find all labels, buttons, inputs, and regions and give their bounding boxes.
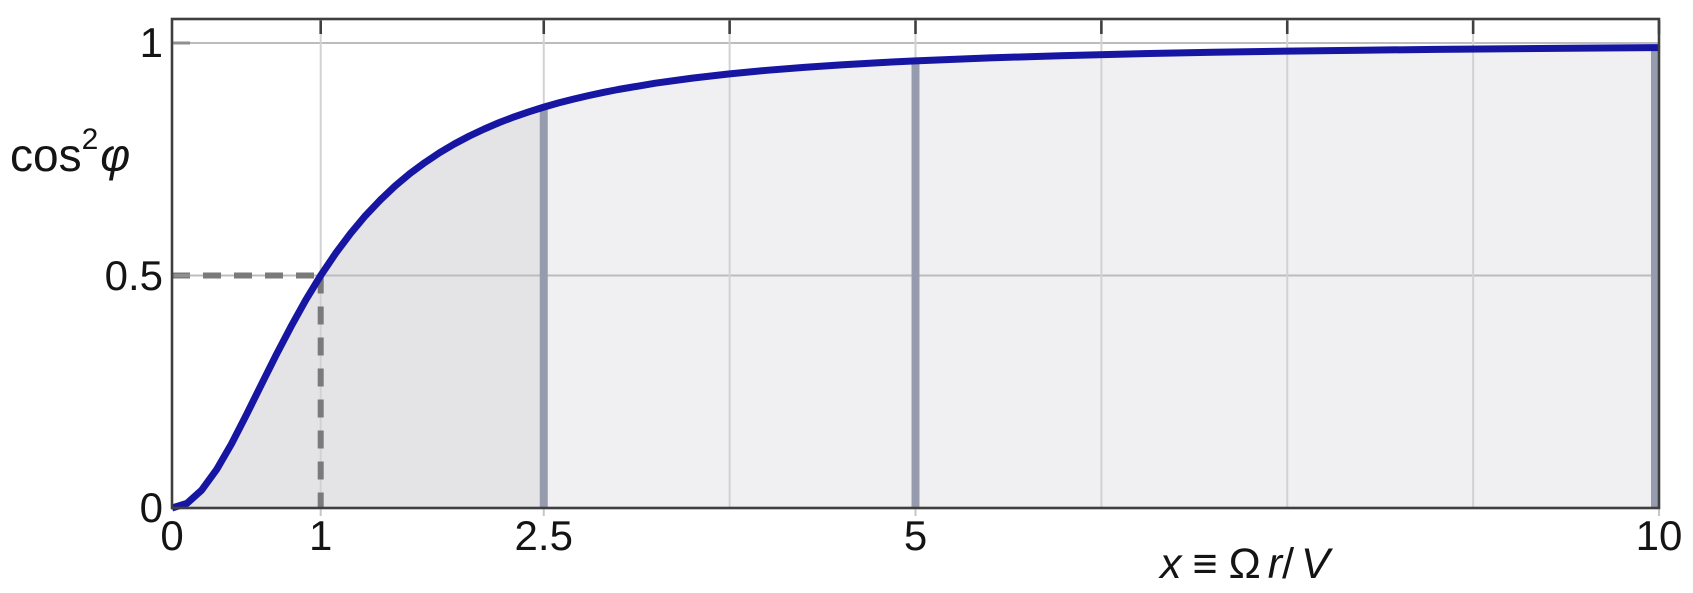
area-fill-inner <box>172 107 544 508</box>
plot-frame <box>170 17 1661 510</box>
curve <box>170 44 1660 512</box>
